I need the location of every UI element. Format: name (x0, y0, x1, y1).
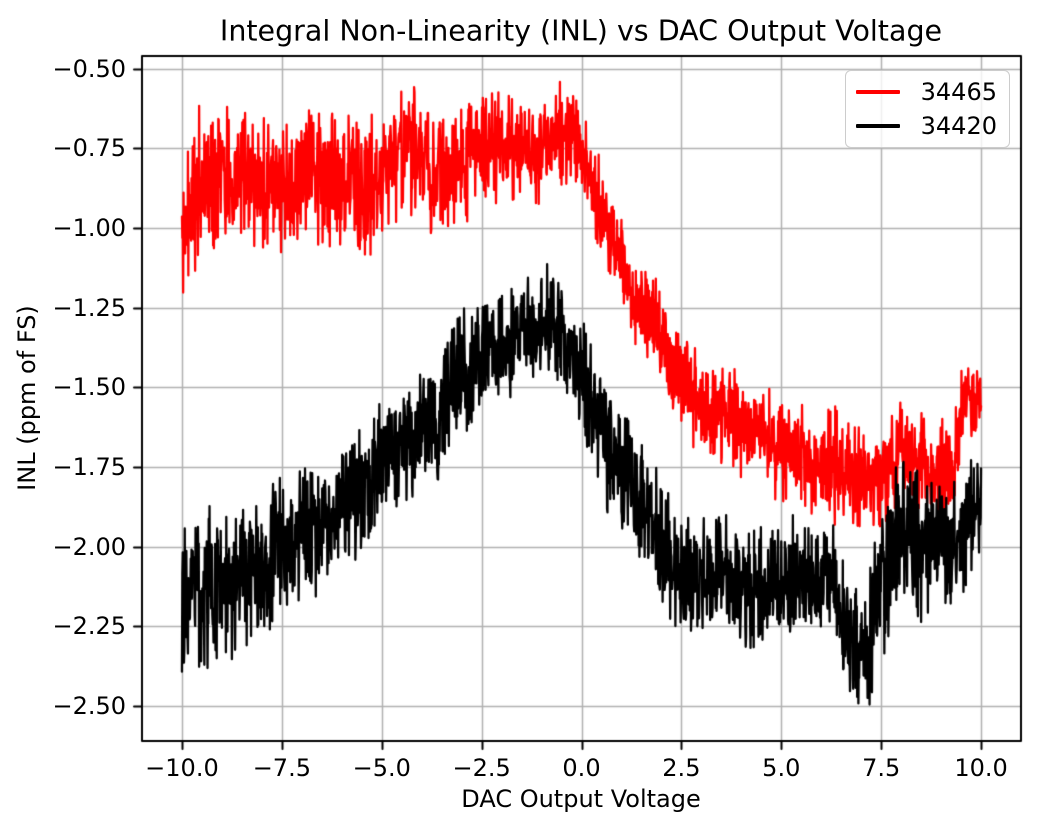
y-tick-label: −2.00 (52, 532, 126, 561)
legend-line-sample-red (856, 90, 900, 94)
legend-line-sample-black (856, 124, 900, 128)
legend-item-34465: 34465 (856, 78, 997, 106)
x-tick-label: 10.0 (954, 754, 1008, 782)
y-tick-label: −1.50 (52, 373, 126, 402)
x-tick-label: 5.0 (762, 754, 801, 782)
legend-label-34420: 34420 (920, 112, 997, 140)
chart-title: Integral Non-Linearity (INL) vs DAC Outp… (219, 14, 943, 48)
x-tick-label: −2.5 (452, 754, 511, 782)
y-tick-label: −2.25 (52, 612, 126, 641)
legend-label-34465: 34465 (920, 78, 997, 106)
y-tick-label: −1.00 (52, 214, 126, 243)
y-tick-label: −0.50 (52, 54, 126, 83)
y-tick-label: −1.75 (52, 453, 126, 481)
x-axis-label: DAC Output Voltage (461, 785, 701, 813)
y-tick-label: −2.50 (52, 691, 126, 720)
y-tick-label: −1.25 (52, 293, 126, 322)
x-tick-label: −10.0 (145, 754, 219, 782)
x-tick-label: −7.5 (252, 754, 311, 782)
x-tick-label: 0.0 (562, 754, 601, 782)
legend: 34465 34420 (845, 70, 1010, 148)
legend-item-34420: 34420 (856, 112, 997, 140)
x-tick-label: 2.5 (662, 754, 701, 782)
y-tick-label: −0.75 (52, 134, 126, 163)
x-tick-label: 7.5 (862, 754, 901, 782)
x-tick-label: −5.0 (352, 754, 411, 782)
